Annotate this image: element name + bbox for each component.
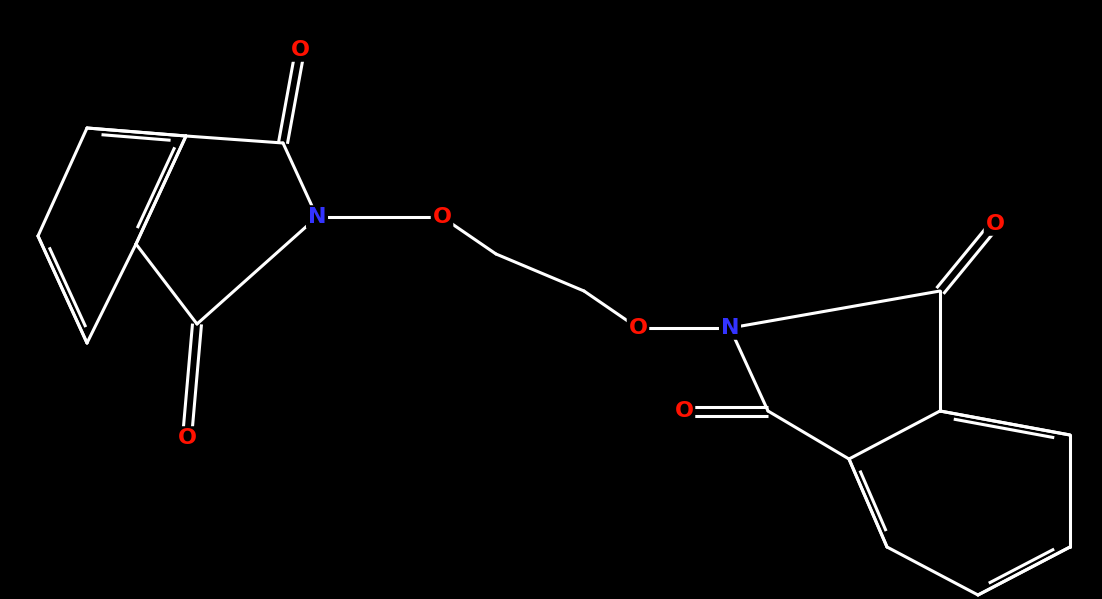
Text: O: O — [628, 318, 648, 338]
Text: N: N — [307, 207, 326, 227]
Text: N: N — [721, 318, 739, 338]
Text: O: O — [177, 428, 196, 448]
Text: O: O — [985, 214, 1005, 234]
Text: O: O — [674, 401, 693, 421]
Text: O: O — [291, 40, 310, 60]
Text: O: O — [432, 207, 452, 227]
